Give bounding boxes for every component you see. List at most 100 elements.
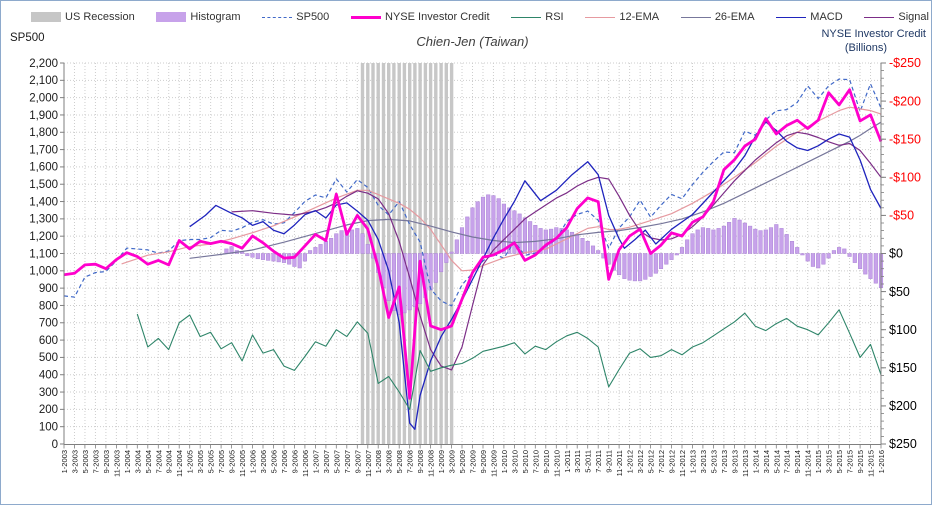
svg-text:100: 100	[39, 422, 58, 434]
svg-text:7-2014: 7-2014	[783, 450, 792, 473]
series-lines	[63, 78, 883, 430]
svg-text:9-2003: 9-2003	[102, 450, 111, 473]
svg-text:-$100: -$100	[889, 171, 921, 185]
svg-text:1-2011: 1-2011	[563, 450, 572, 473]
svg-text:1,500: 1,500	[29, 179, 58, 191]
svg-text:500: 500	[39, 352, 58, 364]
legend-swatch	[262, 16, 293, 18]
svg-text:900: 900	[39, 283, 58, 295]
series-12-ema	[121, 106, 882, 272]
svg-text:7-2003: 7-2003	[91, 450, 100, 473]
svg-text:$50: $50	[889, 285, 910, 299]
legend-item-nyse-investor-credit: NYSE Investor Credit	[351, 11, 490, 23]
svg-text:7-2008: 7-2008	[406, 450, 415, 473]
svg-text:3-2006: 3-2006	[259, 450, 268, 473]
legend-label: Signal	[898, 11, 929, 23]
legend-label: 12-EMA	[619, 11, 660, 23]
svg-text:5-2004: 5-2004	[144, 450, 153, 473]
legend: US Recession Histogram SP500 NYSE Investor …	[31, 8, 929, 26]
series-signal	[231, 131, 882, 371]
legend-label: Histogram	[190, 11, 241, 23]
svg-text:3-2005: 3-2005	[196, 450, 205, 473]
svg-text:200: 200	[39, 404, 58, 416]
svg-text:$200: $200	[889, 399, 917, 413]
svg-text:7-2006: 7-2006	[280, 450, 289, 473]
legend-label: NYSE Investor Credit	[385, 11, 490, 23]
svg-text:9-2004: 9-2004	[165, 450, 174, 473]
left-axis-title: SP500	[10, 32, 45, 44]
legend-item-us-recession: US Recession	[31, 11, 135, 23]
svg-text:3-2008: 3-2008	[385, 450, 394, 473]
svg-text:3-2004: 3-2004	[133, 450, 142, 473]
svg-text:1,400: 1,400	[29, 196, 58, 208]
legend-item-rsi: RSI	[511, 11, 564, 23]
svg-text:$100: $100	[889, 323, 917, 337]
svg-text:11-2006: 11-2006	[301, 450, 310, 477]
legend-label: RSI	[545, 11, 564, 23]
svg-text:9-2006: 9-2006	[290, 450, 299, 473]
svg-text:1,300: 1,300	[29, 214, 58, 226]
svg-text:1-2006: 1-2006	[249, 450, 258, 473]
svg-text:-$150: -$150	[889, 132, 921, 146]
svg-text:5-2011: 5-2011	[584, 450, 593, 473]
svg-text:1-2012: 1-2012	[626, 450, 635, 473]
right-axis-title: NYSE Investor Credit	[821, 28, 926, 40]
svg-text:11-2007: 11-2007	[364, 450, 373, 477]
svg-text:9-2008: 9-2008	[416, 450, 425, 473]
svg-text:9-2013: 9-2013	[730, 450, 739, 473]
svg-text:1,700: 1,700	[29, 144, 58, 156]
histogram-bars	[224, 194, 884, 315]
svg-text:5-2006: 5-2006	[270, 450, 279, 473]
svg-text:3-2009: 3-2009	[448, 450, 457, 473]
svg-text:1-2009: 1-2009	[437, 450, 446, 473]
svg-text:7-2015: 7-2015	[846, 450, 855, 473]
svg-text:3-2013: 3-2013	[699, 450, 708, 473]
svg-text:9-2007: 9-2007	[353, 450, 362, 473]
svg-text:5-2008: 5-2008	[395, 450, 404, 473]
svg-text:1,800: 1,800	[29, 127, 58, 139]
svg-text:1-2013: 1-2013	[689, 450, 698, 473]
svg-text:5-2007: 5-2007	[332, 450, 341, 473]
legend-label: US Recession	[65, 11, 135, 23]
svg-text:3-2015: 3-2015	[825, 450, 834, 473]
svg-text:7-2009: 7-2009	[469, 450, 478, 473]
right-axis-title-units: (Billions)	[844, 42, 887, 54]
svg-text:9-2010: 9-2010	[542, 450, 551, 473]
svg-text:$0: $0	[889, 247, 903, 261]
svg-text:-$250: -$250	[889, 56, 921, 70]
legend-swatch	[585, 16, 616, 18]
svg-text:9-2014: 9-2014	[793, 450, 802, 473]
legend-item-12-ema: 12-EMA	[585, 11, 659, 23]
svg-text:2,000: 2,000	[29, 92, 58, 104]
legend-item-macd: MACD	[776, 11, 843, 23]
legend-item-26-ema: 26-EMA	[680, 11, 755, 23]
series-nyse-investor-credit	[63, 88, 883, 400]
svg-text:1-2015: 1-2015	[814, 450, 823, 473]
svg-text:1,100: 1,100	[29, 248, 58, 260]
svg-text:1-2016: 1-2016	[877, 450, 886, 473]
svg-text:11-2009: 11-2009	[489, 450, 498, 477]
svg-text:7-2012: 7-2012	[657, 450, 666, 473]
svg-text:5-2012: 5-2012	[647, 450, 656, 473]
svg-text:5-2015: 5-2015	[835, 450, 844, 473]
legend-swatch	[680, 16, 711, 18]
svg-text:0: 0	[52, 439, 58, 451]
svg-text:7-2007: 7-2007	[343, 450, 352, 473]
svg-text:1,200: 1,200	[29, 231, 58, 243]
svg-text:$250: $250	[889, 437, 917, 451]
svg-text:3-2010: 3-2010	[510, 450, 519, 473]
svg-text:2,200: 2,200	[29, 58, 58, 70]
svg-text:3-2003: 3-2003	[71, 450, 80, 473]
svg-text:11-2004: 11-2004	[175, 450, 184, 477]
svg-text:1-2003: 1-2003	[60, 450, 69, 473]
svg-text:3-2011: 3-2011	[573, 450, 582, 473]
svg-text:400: 400	[39, 370, 58, 382]
svg-text:9-2009: 9-2009	[479, 450, 488, 473]
legend-label: 26-EMA	[714, 11, 755, 23]
svg-text:300: 300	[39, 387, 58, 399]
svg-text:3-2007: 3-2007	[322, 450, 331, 473]
svg-text:1,600: 1,600	[29, 162, 58, 174]
svg-text:7-2010: 7-2010	[531, 450, 540, 473]
legend-label: SP500	[296, 11, 330, 23]
